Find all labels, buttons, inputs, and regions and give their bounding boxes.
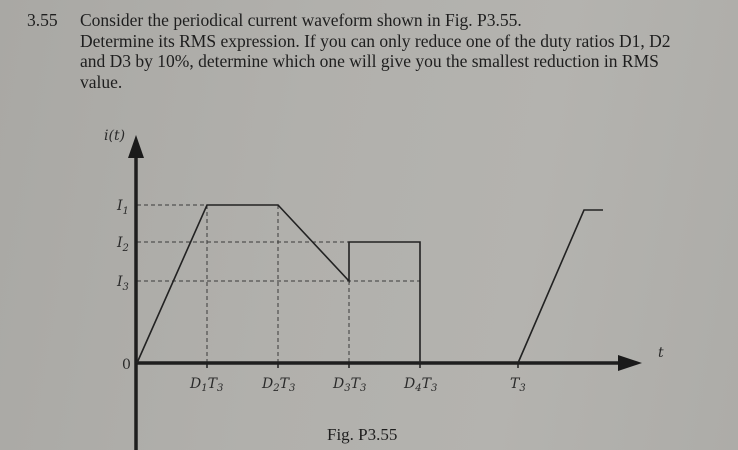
y-axis-arrow-icon	[128, 135, 144, 158]
x-tick-labels: D1T3 D2T3 D3T3 D4T3 T3	[189, 376, 526, 394]
svg-text:D2T3: D2T3	[261, 376, 295, 394]
reference-gridlines	[137, 204, 420, 363]
problem-line: and D3 by 10%, determine which one will …	[80, 51, 659, 71]
problem-line: value.	[80, 71, 123, 92]
svg-text:I2: I2	[116, 235, 129, 254]
figure-caption: Fig. P3.55	[327, 425, 398, 444]
x-axis-label: t	[658, 345, 664, 361]
svg-text:T3: T3	[510, 376, 526, 394]
problem-text: Consider the periodical current waveform…	[80, 10, 730, 92]
current-waveform	[136, 204, 421, 364]
svg-text:D1T3: D1T3	[189, 376, 223, 394]
x-axis-arrow-icon	[618, 355, 642, 371]
problem-line: Consider the periodical current waveform…	[80, 10, 522, 30]
problem-line: Determine its RMS expression. If you can…	[80, 30, 671, 51]
svg-text:I3: I3	[116, 274, 129, 293]
axes	[128, 135, 642, 450]
current-waveform-next-period	[517, 209, 603, 364]
problem-number: 3.55	[27, 10, 58, 30]
y-axis-label: i(t)	[104, 128, 125, 144]
svg-text:D4T3: D4T3	[403, 376, 437, 394]
svg-text:I1: I1	[116, 198, 129, 217]
y-tick-labels: I1 I2 I3 0	[116, 198, 131, 373]
svg-text:0: 0	[122, 357, 131, 373]
svg-text:D3T3: D3T3	[332, 376, 366, 394]
